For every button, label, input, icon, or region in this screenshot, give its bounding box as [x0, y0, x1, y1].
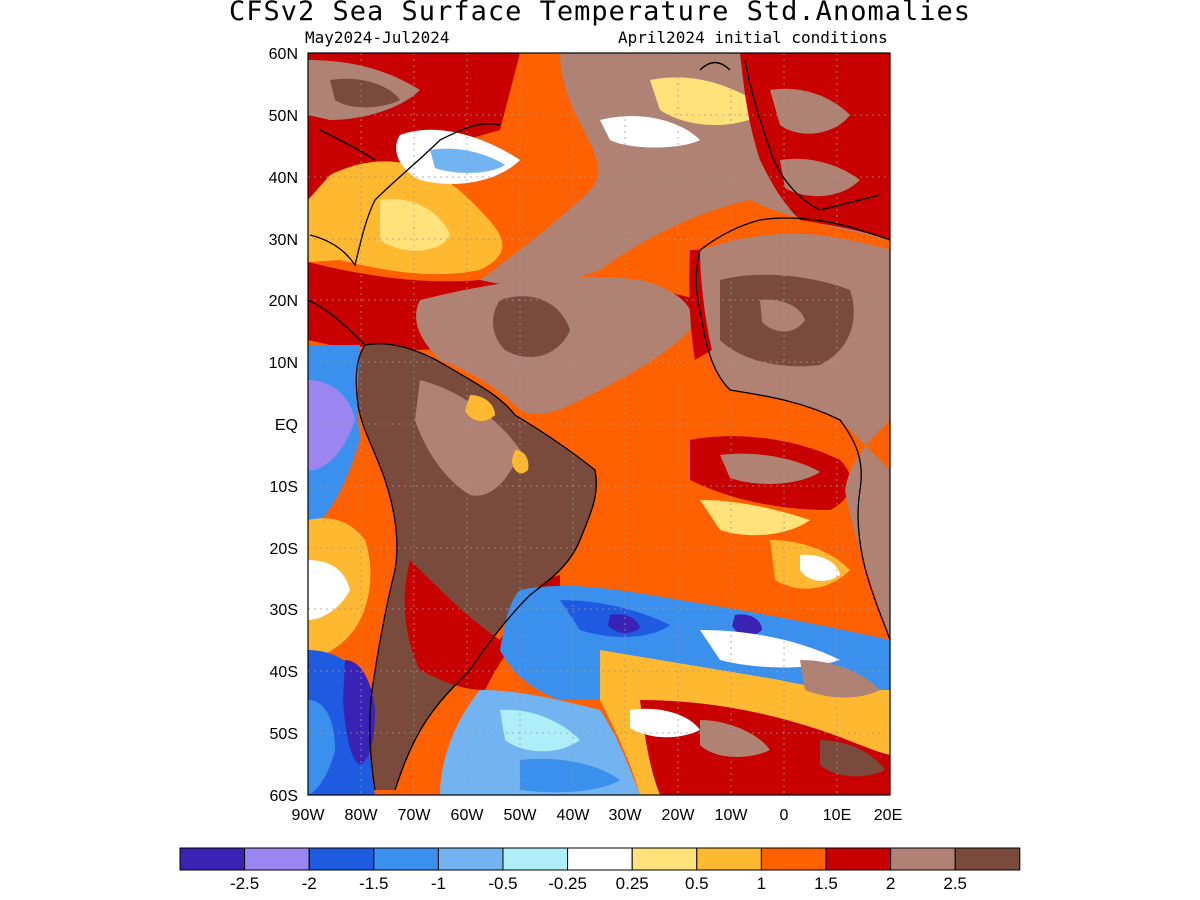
- lon-label: 0: [780, 807, 789, 824]
- legend-swatch: [179, 847, 246, 871]
- lat-label: 60N: [269, 46, 298, 63]
- chart-title: CFSv2 Sea Surface Temperature Std.Anomal…: [229, 0, 971, 27]
- legend-label: 2.5: [943, 874, 967, 893]
- legend-swatch: [631, 847, 698, 871]
- lon-label: 60W: [451, 807, 485, 824]
- legend-swatch: [954, 847, 1021, 871]
- lon-label: 50W: [504, 807, 538, 824]
- lat-label: 20N: [269, 293, 298, 310]
- initial-conditions-label: April2024 initial conditions: [618, 28, 888, 47]
- longitude-labels: 90W 80W 70W 60W 50W 40W 30W 20W 10W 0 10…: [292, 807, 903, 824]
- lat-label: 50S: [270, 726, 298, 743]
- legend-swatch: [502, 847, 569, 871]
- lat-label: 10N: [269, 355, 298, 372]
- lon-label: 10E: [823, 807, 851, 824]
- lat-label: 10S: [270, 479, 298, 496]
- lon-label: 30W: [609, 807, 643, 824]
- legend-swatch: [373, 847, 439, 871]
- legend-label: 2: [886, 874, 895, 893]
- legend-label: -1.5: [359, 874, 388, 893]
- legend-label: 1.5: [814, 874, 838, 893]
- color-legend: [179, 847, 1021, 871]
- legend-label: 0.25: [616, 874, 649, 893]
- lon-label: 80W: [345, 807, 379, 824]
- legend-swatch: [308, 847, 375, 871]
- lat-label: 30N: [269, 232, 298, 249]
- lon-label: 10W: [715, 807, 749, 824]
- legend-label: -2: [302, 874, 317, 893]
- graticule: [308, 53, 890, 795]
- legend-swatch: [437, 847, 504, 871]
- lon-label: 90W: [292, 807, 326, 824]
- legend-swatch: [760, 847, 827, 871]
- legend-label: 0.5: [685, 874, 709, 893]
- latitude-labels: 60N 50N 40N 30N 20N 10N EQ 10S 20S 30S 4…: [269, 46, 298, 805]
- legend-label: 1: [757, 874, 766, 893]
- anomaly-field: [308, 53, 890, 795]
- legend-swatch: [244, 847, 310, 871]
- lat-label: 40S: [270, 664, 298, 681]
- lon-label: 20W: [662, 807, 696, 824]
- lat-label: EQ: [275, 417, 298, 434]
- lon-label: 20E: [874, 807, 902, 824]
- legend-label: -1: [431, 874, 446, 893]
- legend-swatch: [825, 847, 892, 871]
- lat-label: 60S: [270, 788, 298, 805]
- legend-labels: -2.5 -2 -1.5 -1 -0.5 -0.25 0.25 0.5 1 1.…: [230, 874, 967, 893]
- lat-label: 20S: [270, 541, 298, 558]
- legend-label: -0.5: [488, 874, 517, 893]
- legend-swatch: [567, 847, 633, 871]
- legend-label: -2.5: [230, 874, 259, 893]
- legend-swatch: [696, 847, 762, 871]
- lat-label: 30S: [270, 602, 298, 619]
- legend-swatch: [890, 847, 956, 871]
- map-frame: [307, 52, 891, 796]
- lon-label: 70W: [398, 807, 432, 824]
- lon-label: 40W: [557, 807, 591, 824]
- legend-label: -0.25: [548, 874, 587, 893]
- forecast-period: May2024-Jul2024: [305, 28, 450, 47]
- lat-label: 40N: [269, 170, 298, 187]
- lat-label: 50N: [269, 108, 298, 125]
- coastlines: [308, 59, 890, 791]
